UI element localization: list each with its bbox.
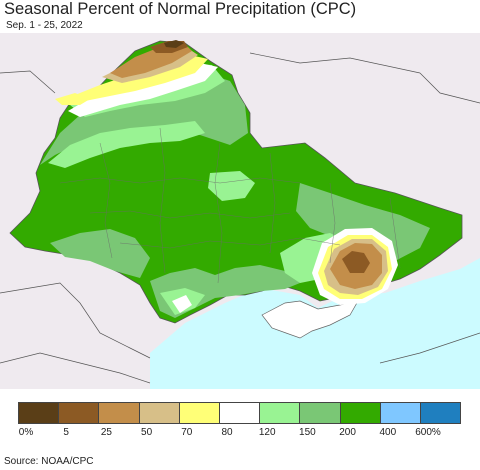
legend-tick-label: 0% [18, 427, 34, 438]
country-borders [0, 52, 480, 384]
legend-swatch [58, 402, 100, 424]
legend-tick-label: 400 [379, 427, 397, 438]
legend-tick-label: 70 [181, 427, 193, 438]
legend-swatch [18, 402, 60, 424]
area-150-200-west [50, 229, 150, 278]
legend-tick-label: 120 [258, 427, 276, 438]
crimea-peninsula [261, 300, 359, 339]
legend-swatch [299, 402, 341, 424]
area-120-150-central [208, 171, 255, 201]
legend-swatch [219, 402, 261, 424]
date-range: Sep. 1 - 25, 2022 [6, 20, 83, 31]
color-legend: 0% 5 25 50 70 80 120 150 200 400 600% [0, 402, 480, 442]
precipitation-map [0, 33, 480, 389]
legend-swatch [339, 402, 381, 424]
data-source: Source: NOAA/CPC [4, 456, 94, 467]
legend-swatch [98, 402, 140, 424]
legend-swatch [138, 402, 180, 424]
area-0-5-north [164, 40, 184, 48]
area-5-25-southeast [342, 251, 370, 273]
legend-swatch [379, 402, 421, 424]
legend-swatch [259, 402, 301, 424]
legend-tick-label: 5 [63, 427, 69, 438]
legend-tick-label: 150 [299, 427, 316, 438]
legend-tick-label: 200 [339, 427, 356, 438]
oblast-boundaries [59, 127, 401, 284]
area-70-80-west [55, 93, 90, 105]
legend-tick-label: 600% [415, 427, 441, 438]
legend-tick-label: 50 [141, 427, 153, 438]
legend-tick-label: 25 [100, 427, 112, 438]
area-80-120-coast [172, 295, 192, 313]
map-title: Seasonal Percent of Normal Precipitation… [4, 0, 357, 18]
area-150-200-east [296, 183, 430, 261]
legend-tick-label: 80 [221, 427, 233, 438]
legend-swatch [178, 402, 220, 424]
legend-swatch [420, 402, 462, 424]
area-120-150-band [48, 121, 205, 168]
